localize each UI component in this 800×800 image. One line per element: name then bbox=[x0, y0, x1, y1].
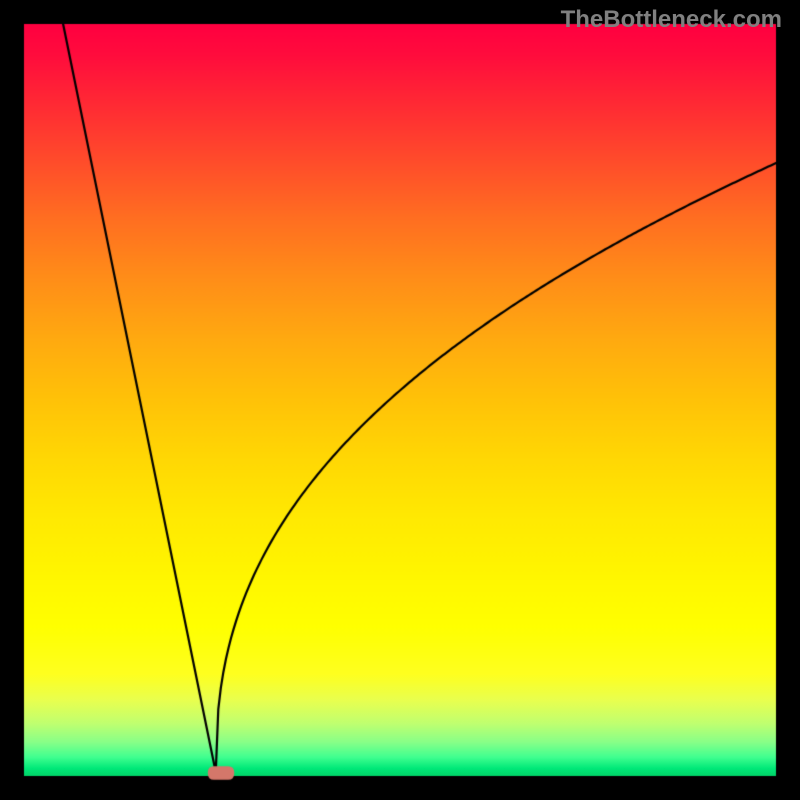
chart-container: TheBottleneck.com bbox=[0, 0, 800, 800]
watermark-label: TheBottleneck.com bbox=[561, 6, 782, 34]
bottleneck-chart-canvas bbox=[0, 0, 800, 800]
